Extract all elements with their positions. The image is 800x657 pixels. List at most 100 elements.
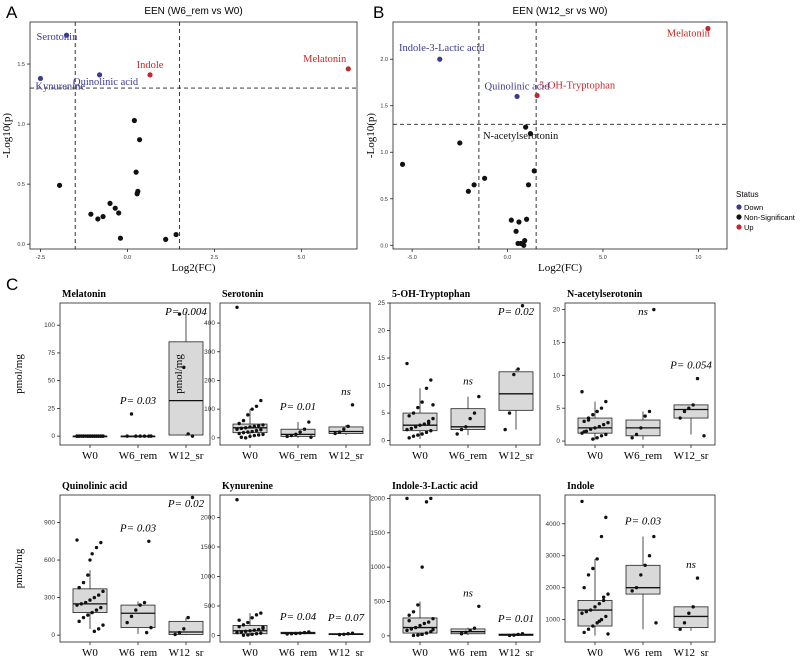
data-point <box>307 630 311 634</box>
data-point <box>99 605 103 610</box>
point-label: Quinolinic acid <box>485 81 551 92</box>
point-label: 5-OH-Tryptophan <box>539 80 616 91</box>
data-point <box>595 436 599 440</box>
data-point <box>516 219 522 225</box>
data-point <box>289 632 294 636</box>
data-point <box>90 552 94 556</box>
legend-dot-down <box>736 204 742 210</box>
boxplot-2: Serotonin 0 100 200 300 400 pmol/mg W0 W6_rem W12… <box>173 289 371 462</box>
y-tick-label: 900 <box>44 520 55 527</box>
data-point <box>149 434 153 438</box>
data-point <box>516 367 520 371</box>
data-point <box>285 434 289 439</box>
data-point <box>411 411 416 415</box>
data-point <box>477 394 481 399</box>
x-tick-label: W12_sr <box>169 450 204 462</box>
data-point <box>643 563 647 568</box>
p-value-label: ns <box>463 587 473 599</box>
data-point <box>138 434 142 438</box>
boxplot-1: Melatonin 0 25 50 75 100 pmol/mg W0 W6_rem W12_sr… <box>13 289 211 462</box>
data-point <box>333 431 337 436</box>
data-point <box>420 565 424 569</box>
data-point <box>252 433 257 438</box>
data-point <box>411 434 416 438</box>
x-axis-label: Log2(FC) <box>538 262 582 274</box>
point-label: Kynurenine <box>35 81 85 92</box>
p-value-label: P= 0.04 <box>279 611 317 623</box>
data-point <box>96 593 101 597</box>
p-value-label: P= 0.02 <box>167 498 205 510</box>
data-point <box>431 416 435 421</box>
data-point <box>307 420 311 424</box>
data-point <box>88 598 92 602</box>
p-value-label: ns <box>686 559 696 571</box>
data-point <box>237 431 241 436</box>
data-point <box>465 188 471 194</box>
point-label: N-acetylserotonin <box>483 131 559 142</box>
data-point <box>86 573 90 577</box>
data-point <box>591 437 595 441</box>
data-point <box>298 631 302 635</box>
y-tick-label: 50 <box>48 378 56 385</box>
y-tick-label: 0 <box>556 438 560 445</box>
data-point <box>173 632 177 637</box>
data-point <box>239 630 244 634</box>
x-tick-label: W12_sr <box>169 647 204 657</box>
x-tick-label: W6_rem <box>449 450 488 462</box>
data-point <box>99 540 103 545</box>
y-tick-label: 0.5 <box>17 182 25 188</box>
data-point <box>437 56 443 62</box>
data-point <box>455 432 459 436</box>
data-point <box>261 432 265 437</box>
boxplot-7: Indole-3-Lactic acid 0 500 1000 1500 2000 W0 W6… <box>371 481 541 657</box>
data-point <box>92 629 97 634</box>
data-point <box>593 605 597 609</box>
y-tick-label: 1500 <box>201 544 216 551</box>
y-tick-label: 10 <box>553 372 561 379</box>
p-value-label: P= 0.03 <box>119 522 157 534</box>
data-point <box>177 312 182 316</box>
y-tick-label: 1.0 <box>17 122 25 128</box>
data-point <box>342 427 346 431</box>
data-point <box>246 620 250 625</box>
x-tick-label: W0 <box>412 647 428 657</box>
x-tick-label: 0.0 <box>124 255 132 261</box>
data-point <box>237 618 241 622</box>
data-point <box>630 589 634 593</box>
data-point <box>599 434 604 438</box>
data-point <box>88 211 94 217</box>
volcano-title: EEN (W6_rem vs W0) <box>144 6 242 17</box>
x-tick-label: W0 <box>587 647 603 657</box>
data-point <box>405 361 409 366</box>
data-point <box>597 601 602 606</box>
data-point <box>254 632 259 636</box>
data-point <box>524 216 530 222</box>
data-point <box>521 242 527 248</box>
data-point <box>86 613 90 617</box>
data-point <box>582 430 586 434</box>
data-point <box>702 434 706 438</box>
data-point <box>92 434 97 438</box>
y-tick-label: 4000 <box>546 521 561 528</box>
data-point <box>591 413 595 417</box>
x-tick-label: W6_rem <box>279 647 318 657</box>
data-point <box>337 430 342 434</box>
data-point <box>416 433 420 437</box>
data-point <box>507 411 512 415</box>
x-tick-label: 2.5 <box>211 255 219 261</box>
data-point <box>422 422 427 426</box>
data-point <box>248 629 252 633</box>
data-point <box>350 631 355 635</box>
data-point <box>190 434 195 438</box>
p-value-label: P= 0.03 <box>119 395 157 407</box>
data-point <box>243 436 248 440</box>
data-point <box>350 403 355 407</box>
data-point <box>405 427 409 432</box>
x-tick-label: W12_sr <box>499 450 534 462</box>
data-point <box>147 72 153 78</box>
data-point <box>652 534 656 539</box>
data-point <box>173 231 179 238</box>
data-point <box>96 434 101 438</box>
x-tick-label: W12_sr <box>674 647 709 657</box>
data-point <box>250 616 254 620</box>
